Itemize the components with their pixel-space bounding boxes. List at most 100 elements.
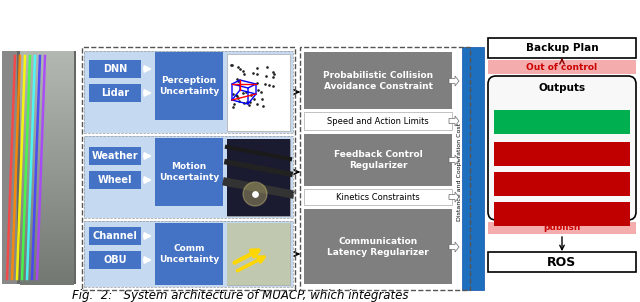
- Bar: [20, 160, 74, 162]
- Bar: [20, 272, 74, 274]
- Bar: [20, 220, 74, 222]
- Bar: [20, 281, 74, 283]
- Point: [250, 191, 260, 196]
- Bar: [89, 60, 141, 78]
- Bar: [304, 134, 452, 186]
- Bar: [488, 38, 636, 58]
- Bar: [20, 188, 74, 190]
- Bar: [20, 82, 74, 84]
- Bar: [20, 63, 74, 65]
- Text: Fig.  2:   System architecture of MUACP, which integrates: Fig. 2: System architecture of MUACP, wh…: [72, 288, 408, 301]
- Bar: [20, 51, 74, 53]
- Bar: [20, 218, 74, 220]
- Bar: [84, 136, 293, 218]
- Bar: [20, 101, 74, 102]
- Bar: [20, 227, 74, 229]
- Bar: [20, 176, 74, 178]
- Text: Motion
Uncertainty: Motion Uncertainty: [159, 162, 219, 182]
- Bar: [20, 153, 74, 155]
- Bar: [227, 139, 290, 216]
- Point: [242, 99, 252, 104]
- Bar: [20, 186, 74, 188]
- Bar: [20, 165, 74, 166]
- Point: [233, 79, 243, 84]
- Point: [232, 76, 242, 81]
- Point: [255, 89, 266, 94]
- Bar: [20, 185, 74, 187]
- Bar: [20, 215, 74, 217]
- Bar: [494, 142, 630, 166]
- Bar: [20, 172, 74, 174]
- Bar: [20, 85, 74, 87]
- Bar: [20, 258, 74, 259]
- Bar: [20, 242, 74, 243]
- Bar: [20, 271, 74, 272]
- Point: [241, 89, 252, 94]
- Bar: [20, 111, 74, 113]
- Point: [261, 73, 271, 78]
- Bar: [84, 51, 293, 133]
- Bar: [20, 178, 74, 179]
- Text: publish: publish: [543, 223, 580, 233]
- Bar: [20, 115, 74, 117]
- Text: Trajectory: Trajectory: [532, 117, 592, 127]
- Bar: [20, 245, 74, 246]
- Bar: [20, 184, 74, 185]
- Bar: [20, 223, 74, 224]
- Bar: [20, 124, 74, 126]
- Bar: [20, 192, 74, 194]
- Circle shape: [243, 182, 267, 206]
- Bar: [20, 54, 74, 56]
- Bar: [20, 239, 74, 240]
- Point: [239, 101, 249, 106]
- Bar: [2, 51, 76, 284]
- Bar: [20, 94, 74, 95]
- Text: Channel: Channel: [93, 231, 138, 241]
- Point: [268, 74, 278, 79]
- Bar: [20, 73, 74, 75]
- Polygon shape: [449, 242, 459, 252]
- Bar: [20, 175, 74, 177]
- Bar: [494, 172, 630, 196]
- Bar: [20, 255, 74, 256]
- Bar: [20, 155, 74, 156]
- Bar: [20, 263, 74, 265]
- Bar: [20, 179, 74, 181]
- Bar: [20, 173, 74, 175]
- Bar: [20, 162, 74, 163]
- Text: Backup Plan: Backup Plan: [525, 43, 598, 53]
- Point: [262, 64, 273, 69]
- Bar: [20, 143, 74, 145]
- Bar: [20, 231, 74, 233]
- Bar: [20, 191, 74, 193]
- Point: [238, 69, 248, 74]
- Bar: [20, 195, 74, 197]
- Point: [269, 71, 279, 76]
- Bar: [20, 217, 74, 219]
- Polygon shape: [449, 192, 459, 202]
- Bar: [20, 207, 74, 208]
- Bar: [20, 95, 74, 97]
- Bar: [20, 147, 74, 149]
- Bar: [20, 117, 74, 118]
- Bar: [89, 147, 141, 165]
- Bar: [20, 269, 74, 271]
- Text: Perception
Uncertainty: Perception Uncertainty: [159, 76, 219, 96]
- Bar: [20, 78, 74, 79]
- Bar: [20, 259, 74, 261]
- Bar: [20, 57, 74, 59]
- Point: [252, 81, 262, 86]
- Bar: [20, 260, 74, 262]
- Bar: [84, 221, 293, 287]
- Bar: [304, 209, 452, 284]
- Bar: [20, 256, 74, 258]
- Text: Comm
Uncertainty: Comm Uncertainty: [159, 244, 219, 264]
- Text: throttle: throttle: [540, 149, 585, 159]
- Bar: [20, 226, 74, 227]
- Text: steer: steer: [547, 179, 577, 189]
- Point: [268, 69, 278, 74]
- Bar: [20, 243, 74, 245]
- Text: Wheel: Wheel: [98, 175, 132, 185]
- Bar: [20, 76, 74, 78]
- Point: [229, 101, 239, 106]
